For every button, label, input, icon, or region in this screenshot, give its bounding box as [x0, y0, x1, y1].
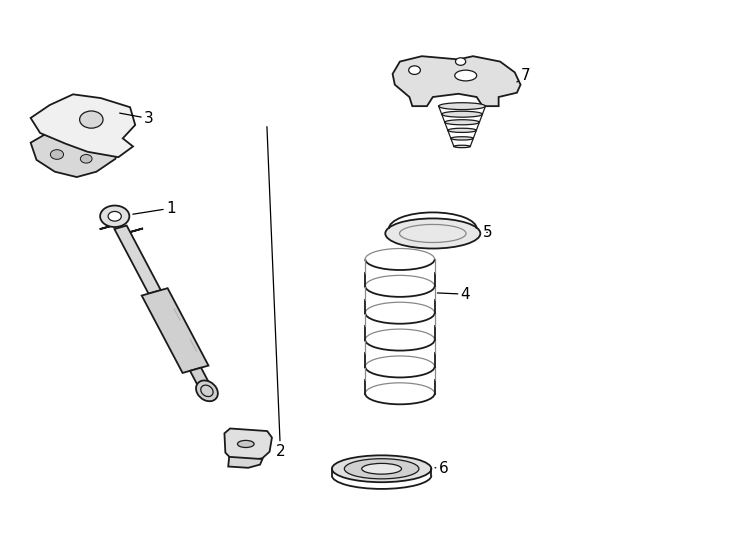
Ellipse shape — [445, 120, 479, 125]
Ellipse shape — [448, 128, 476, 132]
Circle shape — [409, 66, 421, 75]
Text: 5: 5 — [482, 225, 493, 240]
Ellipse shape — [344, 458, 419, 479]
Polygon shape — [31, 130, 118, 177]
Ellipse shape — [455, 70, 476, 81]
Text: 1: 1 — [133, 201, 175, 215]
Ellipse shape — [442, 111, 482, 117]
Polygon shape — [115, 226, 161, 294]
Ellipse shape — [362, 463, 401, 474]
Circle shape — [80, 154, 92, 163]
Circle shape — [51, 150, 64, 159]
Text: 6: 6 — [435, 461, 448, 476]
Polygon shape — [142, 288, 208, 373]
Circle shape — [456, 58, 465, 65]
Text: 3: 3 — [120, 111, 153, 126]
Circle shape — [108, 212, 121, 221]
Ellipse shape — [385, 218, 480, 248]
Polygon shape — [100, 224, 143, 234]
Ellipse shape — [238, 441, 254, 448]
Polygon shape — [225, 428, 272, 461]
Ellipse shape — [454, 145, 470, 147]
Text: 7: 7 — [517, 68, 530, 83]
Ellipse shape — [439, 103, 485, 110]
Polygon shape — [228, 457, 263, 468]
Text: 4: 4 — [437, 287, 470, 302]
Circle shape — [79, 111, 103, 128]
Ellipse shape — [196, 381, 218, 401]
Polygon shape — [31, 94, 135, 157]
Polygon shape — [393, 56, 520, 106]
Text: 2: 2 — [267, 127, 286, 458]
Circle shape — [100, 206, 129, 227]
Ellipse shape — [451, 137, 473, 140]
Ellipse shape — [332, 455, 432, 482]
Polygon shape — [190, 368, 208, 385]
Circle shape — [98, 145, 109, 153]
